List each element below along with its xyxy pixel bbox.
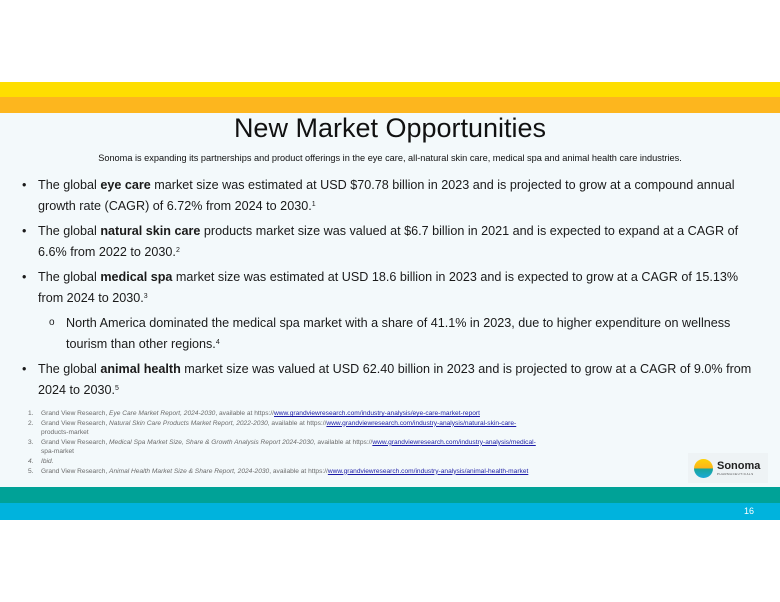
footnote-title: Animal Health Market Size & Share Report… bbox=[109, 467, 270, 475]
footnote-continuation: spa-market bbox=[41, 448, 74, 456]
sun-logo-icon bbox=[694, 458, 713, 478]
bullet-eye-care: • The global eye care market size was est… bbox=[22, 178, 735, 213]
bottom-band-teal bbox=[0, 487, 780, 503]
page-number: 16 bbox=[743, 506, 754, 516]
bullet-text: market size was estimated at USD 18.6 bi… bbox=[38, 270, 739, 305]
footnote-title: Eye Care Market Report, 2024-2030 bbox=[109, 410, 216, 417]
bullet-list: • The global eye care market size was est… bbox=[22, 175, 762, 405]
footnote-text: , available at https:// bbox=[313, 438, 373, 446]
footnote-2: 2. Grand View Research, Natural Skin Care… bbox=[28, 419, 678, 438]
bottom-band-cyan bbox=[0, 503, 780, 520]
footnote-number: 5. bbox=[28, 467, 34, 475]
footnotes: 1. Grand View Research, Eye Care Market R… bbox=[28, 409, 678, 476]
footnote-text: Grand View Research, bbox=[41, 467, 110, 475]
logo-tagline: PHARMACEUTICALS bbox=[717, 471, 754, 476]
bullet-bold: animal health bbox=[100, 362, 181, 376]
footnote-text: Grand View Research, bbox=[41, 419, 110, 427]
bullet-natural-skin-care: • The global natural skin care products m… bbox=[22, 224, 739, 259]
footnote-link[interactable]: www.grandviewresearch.com/industry-analy… bbox=[372, 438, 536, 446]
footnote-5: 5. Grand View Research, Animal Health Mar… bbox=[28, 467, 678, 477]
bullet-bold: medical spa bbox=[100, 270, 173, 284]
slide-title: New Market Opportunities bbox=[233, 113, 547, 143]
sonoma-logo: Sonoma PHARMACEUTICALS bbox=[688, 453, 768, 483]
footnote-4: 4. Ibid. bbox=[28, 457, 678, 467]
footnote-ref: 1 bbox=[311, 200, 316, 208]
top-band-orange bbox=[0, 97, 780, 113]
footnote-number: 2. bbox=[28, 419, 34, 427]
footnote-number: 3. bbox=[28, 438, 34, 446]
footnote-text: , available at https:// bbox=[267, 419, 327, 427]
bullet-text: The global bbox=[38, 224, 101, 238]
footnote-ref: 5 bbox=[115, 384, 119, 392]
footnote-link[interactable]: www.grandviewresearch.com/industry-analy… bbox=[327, 467, 529, 475]
footnote-title: Medical Spa Market Size, Share & Growth … bbox=[109, 438, 314, 446]
footnote-ref: 3 bbox=[143, 292, 148, 300]
footnote-title: Natural Skin Care Products Market Report… bbox=[109, 419, 268, 427]
bullet-bold: eye care bbox=[100, 178, 151, 192]
top-band-yellow bbox=[0, 82, 780, 97]
bullet-text: The global bbox=[38, 178, 101, 192]
footnote-title: Ibid. bbox=[41, 457, 54, 465]
slide-content-area bbox=[0, 113, 780, 487]
footnote-text: Grand View Research, bbox=[41, 438, 110, 446]
footnote-number: 4. bbox=[28, 457, 34, 465]
footnote-text: Grand View Research, bbox=[41, 410, 110, 417]
footnote-text: , available at https:// bbox=[269, 467, 328, 475]
bullet-text: market size was estimated at USD $70.78 … bbox=[38, 178, 735, 213]
bullet-text: The global bbox=[38, 362, 101, 376]
logo-name: Sonoma bbox=[717, 459, 761, 472]
footnote-3: 3. Grand View Research, Medical Spa Marke… bbox=[28, 438, 678, 457]
sub-bullet-text: North America dominated the medical spa … bbox=[66, 316, 731, 351]
bullet-text: products market size was valued at $6.7 … bbox=[38, 224, 739, 259]
footnote-text: , available at https:// bbox=[215, 410, 274, 417]
footnote-ref: 4 bbox=[215, 338, 220, 346]
bullet-bold: natural skin care bbox=[100, 224, 201, 238]
footnote-continuation: products-market bbox=[41, 429, 89, 437]
footnote-1: 1. Grand View Research, Eye Care Market R… bbox=[28, 409, 678, 419]
bullet-text: market size was valued at USD 62.40 bill… bbox=[38, 362, 752, 397]
footnote-link[interactable]: www.grandviewresearch.com/industry-analy… bbox=[274, 410, 480, 417]
footnote-link[interactable]: www.grandviewresearch.com/industry-analy… bbox=[326, 419, 517, 427]
footnote-number: 1. bbox=[28, 410, 34, 417]
bullet-text: The global bbox=[38, 270, 101, 284]
bullet-medical-spa: • The global medical spa market size was … bbox=[22, 270, 739, 305]
sub-bullet-north-america: o North America dominated the medical spa… bbox=[49, 316, 731, 351]
footnote-ref: 2 bbox=[175, 246, 180, 254]
slide-subtitle: Sonoma is expanding its partnerships and… bbox=[98, 153, 682, 163]
bullet-animal-health: • The global animal health market size wa… bbox=[22, 362, 752, 397]
